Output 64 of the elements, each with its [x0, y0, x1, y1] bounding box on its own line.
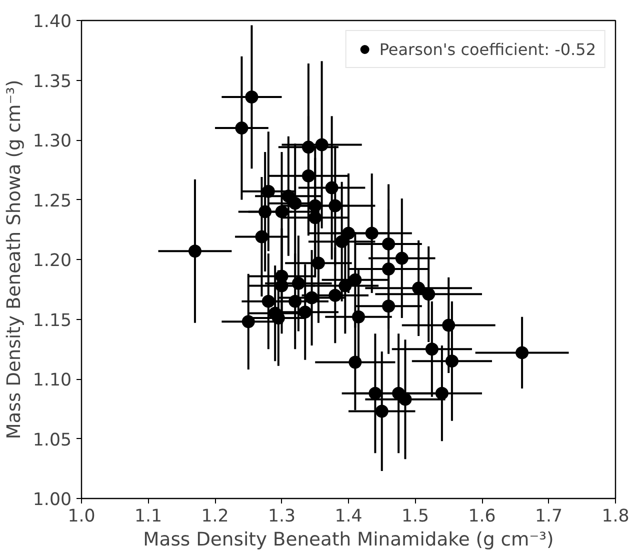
point	[288, 196, 302, 210]
point	[308, 211, 322, 224]
y-tick-label: 1.15	[32, 310, 72, 331]
point	[375, 404, 388, 418]
point	[425, 342, 438, 356]
x-tick-label: 1.2	[201, 506, 229, 526]
point	[382, 300, 396, 313]
x-tick-label: 1.6	[468, 506, 496, 526]
point	[338, 279, 352, 292]
legend-label: Pearson's coefficient: -0.52	[379, 40, 596, 58]
point	[328, 199, 342, 212]
point	[445, 354, 458, 368]
x-tick-label: 1.7	[534, 506, 563, 526]
y-tick-label: 1.05	[32, 430, 72, 450]
x-tick-label: 1.5	[401, 506, 430, 526]
point	[352, 310, 366, 324]
point	[315, 138, 328, 152]
point	[275, 279, 288, 292]
x-tick-label: 1.3	[268, 506, 296, 526]
y-tick-label: 1.10	[32, 370, 72, 390]
point	[328, 288, 342, 302]
point	[398, 392, 412, 406]
point	[308, 199, 322, 212]
point	[245, 90, 258, 104]
point	[298, 306, 312, 319]
point	[242, 315, 255, 328]
point	[412, 282, 426, 295]
y-tick-label: 1.40	[32, 12, 72, 32]
point	[288, 294, 302, 308]
x-axis-title: Mass Density Beneath Minamidake (g cm⁻³)	[143, 530, 554, 550]
point	[262, 294, 275, 308]
point	[382, 237, 396, 250]
point	[325, 181, 338, 194]
point	[302, 140, 315, 154]
x-tick-label: 1.1	[134, 506, 162, 526]
y-tick-label: 1.20	[32, 251, 72, 271]
point	[235, 122, 248, 135]
point	[262, 184, 275, 198]
point	[255, 230, 268, 244]
x-tick-label: 1.4	[334, 506, 362, 526]
point	[305, 291, 318, 304]
y-tick-label: 1.30	[32, 132, 72, 152]
point	[302, 169, 315, 182]
point	[258, 205, 272, 218]
point	[188, 244, 202, 258]
point	[395, 252, 408, 265]
point	[312, 256, 325, 270]
x-tick-label: 1.8	[602, 506, 630, 526]
point	[348, 273, 362, 286]
point	[422, 288, 436, 301]
y-tick-label: 1.35	[32, 72, 72, 92]
point	[335, 235, 348, 248]
point	[382, 262, 396, 276]
point	[292, 276, 305, 290]
point	[442, 318, 456, 332]
y-axis-title: Mass Density Beneath Showa (g cm⁻³)	[4, 80, 25, 440]
y-tick-label: 1.25	[32, 191, 72, 212]
point	[516, 346, 529, 360]
point	[365, 226, 378, 240]
point	[435, 386, 448, 400]
point	[275, 205, 288, 218]
point	[368, 386, 382, 400]
point	[342, 226, 355, 240]
point	[348, 356, 362, 369]
